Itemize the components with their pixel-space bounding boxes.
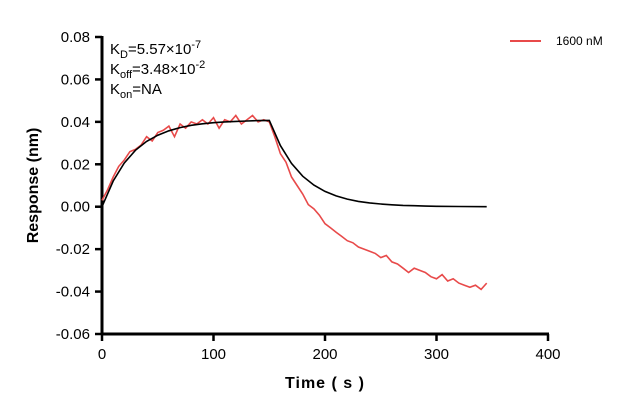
x-axis-label: Time ( s ) bbox=[285, 375, 365, 392]
y-tick-label: 0.08 bbox=[61, 29, 90, 46]
x-tick-label: 0 bbox=[98, 346, 106, 363]
x-tick-label: 300 bbox=[424, 346, 449, 363]
x-tick-label: 400 bbox=[535, 346, 560, 363]
y-tick-label: 0.00 bbox=[61, 199, 90, 216]
y-tick-label: 0.04 bbox=[61, 114, 90, 131]
y-axis-label: Response (nm) bbox=[25, 128, 42, 244]
x-tick-label: 200 bbox=[312, 346, 337, 363]
series-line-1600nm bbox=[101, 114, 488, 291]
x-tick-label: 100 bbox=[201, 346, 226, 363]
y-tick-label: 0.06 bbox=[61, 71, 90, 88]
fit-line bbox=[101, 119, 487, 208]
kinetic-annotation: Koff=3.48×10-2 bbox=[110, 59, 205, 81]
kinetic-annotation: Kon=NA bbox=[110, 81, 162, 101]
legend-label: 1600 nM bbox=[556, 34, 603, 48]
y-tick-label: -0.06 bbox=[56, 326, 90, 343]
kinetic-annotation: KD=5.57×10-7 bbox=[110, 39, 201, 61]
y-tick-label: 0.02 bbox=[61, 156, 90, 173]
y-tick-label: -0.02 bbox=[56, 241, 90, 258]
y-tick-label: -0.04 bbox=[56, 284, 90, 301]
